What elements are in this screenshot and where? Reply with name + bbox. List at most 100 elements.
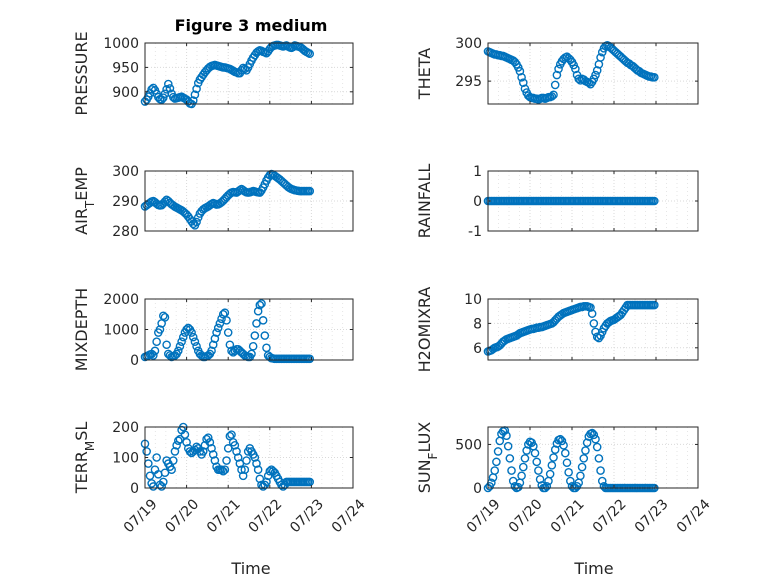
- data-point: [187, 328, 196, 337]
- x-tick-label: 07/21: [204, 496, 244, 536]
- data-point: [225, 340, 235, 350]
- data-point: [560, 448, 570, 458]
- data-point: [210, 456, 220, 465]
- data-point: [152, 453, 161, 462]
- axes-box: [487, 298, 699, 361]
- data-point: [252, 319, 261, 328]
- data-point: [159, 477, 168, 487]
- data-point: [157, 482, 166, 491]
- x-tick-label: 07/22: [590, 496, 630, 536]
- x-tick-label: 07/20: [506, 496, 546, 536]
- data-point: [650, 73, 659, 82]
- data-point: [218, 466, 228, 476]
- y-tick-label: 0: [473, 194, 482, 210]
- data-point: [165, 84, 175, 93]
- data-point: [518, 462, 528, 472]
- data-point: [305, 477, 315, 487]
- y-tick-label: 300: [455, 36, 482, 52]
- data-point: [235, 459, 245, 468]
- x-tick-label: 07/20: [162, 496, 202, 536]
- data-point: [581, 446, 590, 455]
- data-point: [242, 456, 251, 465]
- data-point: [522, 446, 531, 455]
- data-point: [518, 78, 528, 87]
- subplot-airtemp: 280 290 300 AIRTEMP: [72, 164, 354, 240]
- data-point: [253, 306, 263, 316]
- data-point: [208, 450, 218, 459]
- data-point: [550, 445, 560, 454]
- data-point: [534, 466, 543, 475]
- y-tick-label: 0: [130, 481, 139, 497]
- axes-box: [144, 42, 354, 105]
- data-point: [552, 70, 562, 80]
- data-point: [550, 80, 560, 90]
- data-point: [178, 332, 188, 342]
- y-axis-label: AIRTEMP: [72, 167, 97, 235]
- x-tick-label: 07/23: [287, 496, 327, 536]
- figure-title: Figure 3 medium: [175, 16, 328, 35]
- data-point: [240, 465, 250, 475]
- data-point: [592, 66, 602, 75]
- subplot-sunflux: 0 500 07/19 07/20 07/21 07/22 07/23 07/24 SUNFLU…: [415, 422, 714, 536]
- data-point: [579, 454, 589, 463]
- data-point: [210, 334, 220, 343]
- axes-box: [487, 42, 699, 105]
- y-axis-label: RAINFALL: [415, 164, 434, 239]
- data-point: [549, 90, 558, 100]
- data-point: [305, 354, 315, 364]
- subplot-mixdepth: 0 1000 2000 MIXDEPTH: [72, 288, 354, 371]
- data-point: [589, 430, 599, 440]
- data-point: [490, 466, 500, 475]
- data-point: [182, 437, 191, 447]
- y-tick-label: 290: [112, 194, 139, 210]
- data-point: [152, 337, 161, 347]
- data-point: [562, 458, 572, 468]
- data-point: [265, 466, 275, 476]
- data-point: [220, 465, 230, 475]
- data-point: [520, 454, 530, 463]
- data-point: [150, 346, 160, 356]
- y-tick-label: 900: [112, 85, 139, 101]
- x-tick-label: 07/24: [329, 496, 369, 536]
- y-axis-label: THETA: [415, 48, 434, 100]
- data-point: [145, 471, 155, 481]
- y-axis-label: SUNFLUX: [415, 422, 440, 494]
- plot-area: [145, 171, 353, 231]
- y-axis-label: PRESSURE: [72, 31, 91, 115]
- data-point: [253, 465, 263, 475]
- data-point: [175, 434, 185, 444]
- data-point: [237, 465, 246, 475]
- data-point: [513, 482, 523, 492]
- subplot-terrmsl: 0 100 200 07/19 07/20 07/21 07/22 07/23 07/24 TER…: [72, 420, 369, 536]
- y-tick-label: 6: [473, 341, 482, 357]
- data-point: [248, 341, 258, 351]
- data-point: [258, 316, 268, 325]
- data-point: [571, 64, 580, 74]
- subplot-h2omixra: 6 8 10 H2OMIXRA: [415, 287, 699, 372]
- data-point: [207, 444, 216, 453]
- x-tick-label: 07/21: [548, 496, 588, 536]
- data-point: [535, 474, 545, 484]
- data-point: [257, 299, 266, 308]
- data-point: [493, 447, 503, 456]
- data-point: [232, 447, 241, 456]
- data-point: [587, 309, 597, 318]
- data-point: [230, 440, 240, 450]
- data-point: [650, 196, 659, 206]
- data-point: [530, 448, 540, 458]
- data-point: [192, 341, 201, 351]
- x-tick-label: 07/23: [632, 496, 672, 536]
- data-point: [233, 453, 243, 462]
- axes-box: [487, 426, 699, 489]
- data-point: [175, 341, 185, 351]
- data-point: [190, 90, 200, 100]
- x-tick-label: 07/19: [121, 496, 161, 536]
- data-point: [576, 471, 585, 481]
- data-point: [250, 331, 260, 340]
- data-point: [586, 303, 595, 312]
- x-axis-label-left: Time: [230, 559, 270, 578]
- data-point: [155, 325, 165, 334]
- data-point: [180, 430, 190, 439]
- data-point: [213, 323, 223, 333]
- data-point: [577, 462, 587, 472]
